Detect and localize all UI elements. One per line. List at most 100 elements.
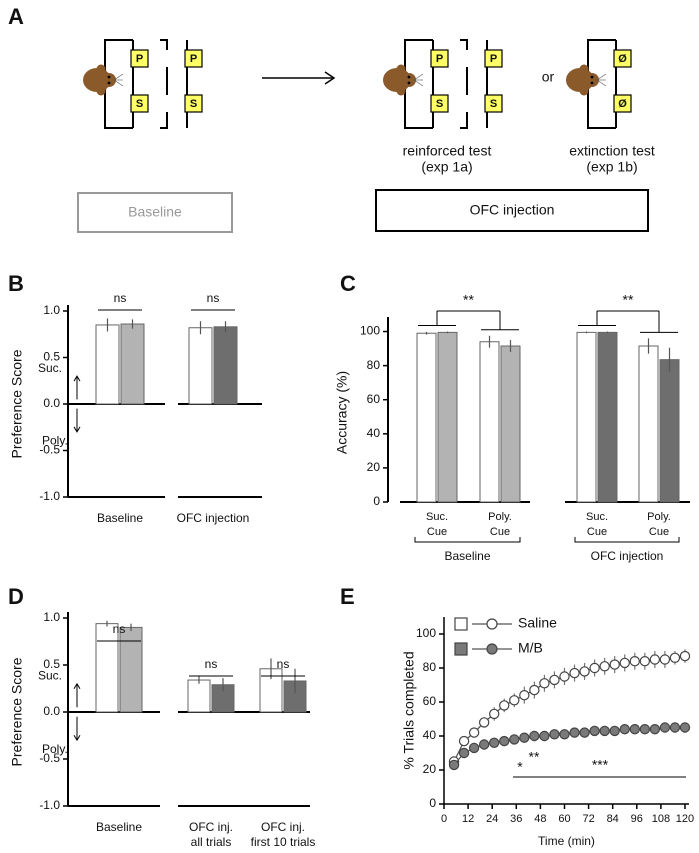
- x-tick-label: Cue: [490, 526, 510, 538]
- mouse-whisker: [413, 79, 424, 87]
- significance: ns: [277, 657, 290, 671]
- significance: **: [463, 292, 474, 308]
- y-tick-label: 20: [367, 460, 381, 474]
- data-point: [529, 730, 540, 742]
- significance: **: [529, 749, 540, 765]
- significance: *: [517, 759, 523, 775]
- mouse-whisker: [413, 73, 424, 81]
- x-tick-label: 36: [510, 813, 522, 825]
- y-tick-label: 1.0: [43, 610, 60, 624]
- chamber-wall: [460, 39, 468, 129]
- legend-label: Saline: [518, 615, 557, 631]
- bar: [597, 331, 618, 503]
- legend-label: M/B: [518, 640, 543, 656]
- x-tick-label: 96: [631, 813, 643, 825]
- x-tick-label: 48: [534, 813, 546, 825]
- mouse-head: [585, 73, 599, 87]
- mouse-ear: [96, 64, 106, 74]
- bar: [95, 324, 120, 405]
- data-point: [478, 739, 490, 750]
- bar: [479, 341, 500, 503]
- phase-label: OFC injection: [470, 202, 555, 218]
- panel-label: B: [8, 271, 24, 296]
- panel-label: A: [8, 4, 24, 29]
- y-tick-label: 60: [423, 694, 437, 708]
- data-point: [609, 659, 620, 670]
- y-tick-label: -0.5: [39, 443, 60, 457]
- port: [184, 94, 203, 113]
- port: [130, 94, 149, 113]
- x-tick-label: OFC inj.: [189, 820, 233, 834]
- port-label: Ø: [618, 98, 627, 110]
- mouse-whisker: [113, 79, 124, 87]
- panel-label: E: [340, 584, 355, 609]
- bar: [187, 679, 211, 713]
- port-label: P: [136, 53, 143, 65]
- data-point: [629, 724, 640, 735]
- data-point: [519, 732, 530, 743]
- y-axis-label: % Trials completed: [401, 651, 417, 769]
- data-point: [619, 724, 630, 735]
- y-tick-label: 40: [367, 426, 381, 440]
- mouse-whisker: [596, 73, 607, 81]
- data-point: [539, 678, 550, 689]
- port: [130, 49, 149, 68]
- data-point: [649, 654, 661, 665]
- data-point: [569, 727, 580, 738]
- bar: [188, 327, 213, 405]
- phase-box: [77, 192, 233, 233]
- data-point: [559, 671, 570, 682]
- data-point: [489, 737, 500, 749]
- x-tick-label: Poly.: [488, 511, 512, 523]
- data-point: [458, 747, 470, 759]
- x-tick-label: OFC inj.: [261, 820, 305, 834]
- x-tick-label: 72: [582, 813, 594, 825]
- data-point: [549, 729, 560, 740]
- x-tick-label: all trials: [191, 835, 232, 849]
- port: [430, 94, 449, 113]
- data-point: [669, 652, 681, 664]
- data-point: [448, 759, 460, 771]
- data-point: [599, 725, 610, 737]
- mouse-ear: [96, 86, 106, 96]
- x-tick-label: 0: [441, 813, 447, 825]
- bar: [638, 345, 659, 503]
- y-tick-label: 0.5: [43, 350, 60, 364]
- data-point: [669, 722, 681, 733]
- bar: [437, 331, 458, 503]
- data-point: [478, 717, 490, 728]
- data-point: [499, 735, 510, 747]
- y-tick-label: 80: [423, 660, 437, 674]
- arrow-head: [73, 734, 81, 742]
- y-tick-label: 0.0: [43, 704, 60, 718]
- group-label: Baseline: [444, 549, 490, 563]
- bar: [119, 626, 143, 713]
- y-tick-label: 1.0: [43, 303, 60, 317]
- y-tick-label: 60: [367, 392, 381, 406]
- x-tick-label: Cue: [427, 526, 447, 538]
- bar: [500, 345, 521, 503]
- data-point: [639, 656, 651, 667]
- port-label: P: [190, 53, 197, 65]
- port: [613, 94, 632, 113]
- mouse-eye: [590, 75, 594, 79]
- significance: ns: [205, 657, 218, 671]
- mouse-ear: [579, 64, 589, 74]
- mouse-ear: [396, 86, 406, 96]
- x-tick-label: Cue: [587, 526, 607, 538]
- port-label: P: [490, 53, 497, 65]
- mouse-eye: [107, 75, 111, 79]
- data-point: [589, 725, 600, 737]
- test-label: reinforced test: [403, 143, 492, 159]
- arrow-head: [73, 682, 81, 690]
- panel-label: D: [8, 584, 24, 609]
- data-point: [579, 727, 590, 738]
- legend-marker: [486, 643, 498, 655]
- y-axis-label: Preference Score: [9, 657, 25, 766]
- port: [484, 49, 503, 68]
- data-point: [629, 656, 640, 667]
- x-tick-label: 84: [607, 813, 619, 825]
- y-tick-label: -1.0: [39, 798, 60, 812]
- y-tick-label: -1.0: [39, 489, 60, 503]
- y-tick-label: 0.0: [43, 396, 60, 410]
